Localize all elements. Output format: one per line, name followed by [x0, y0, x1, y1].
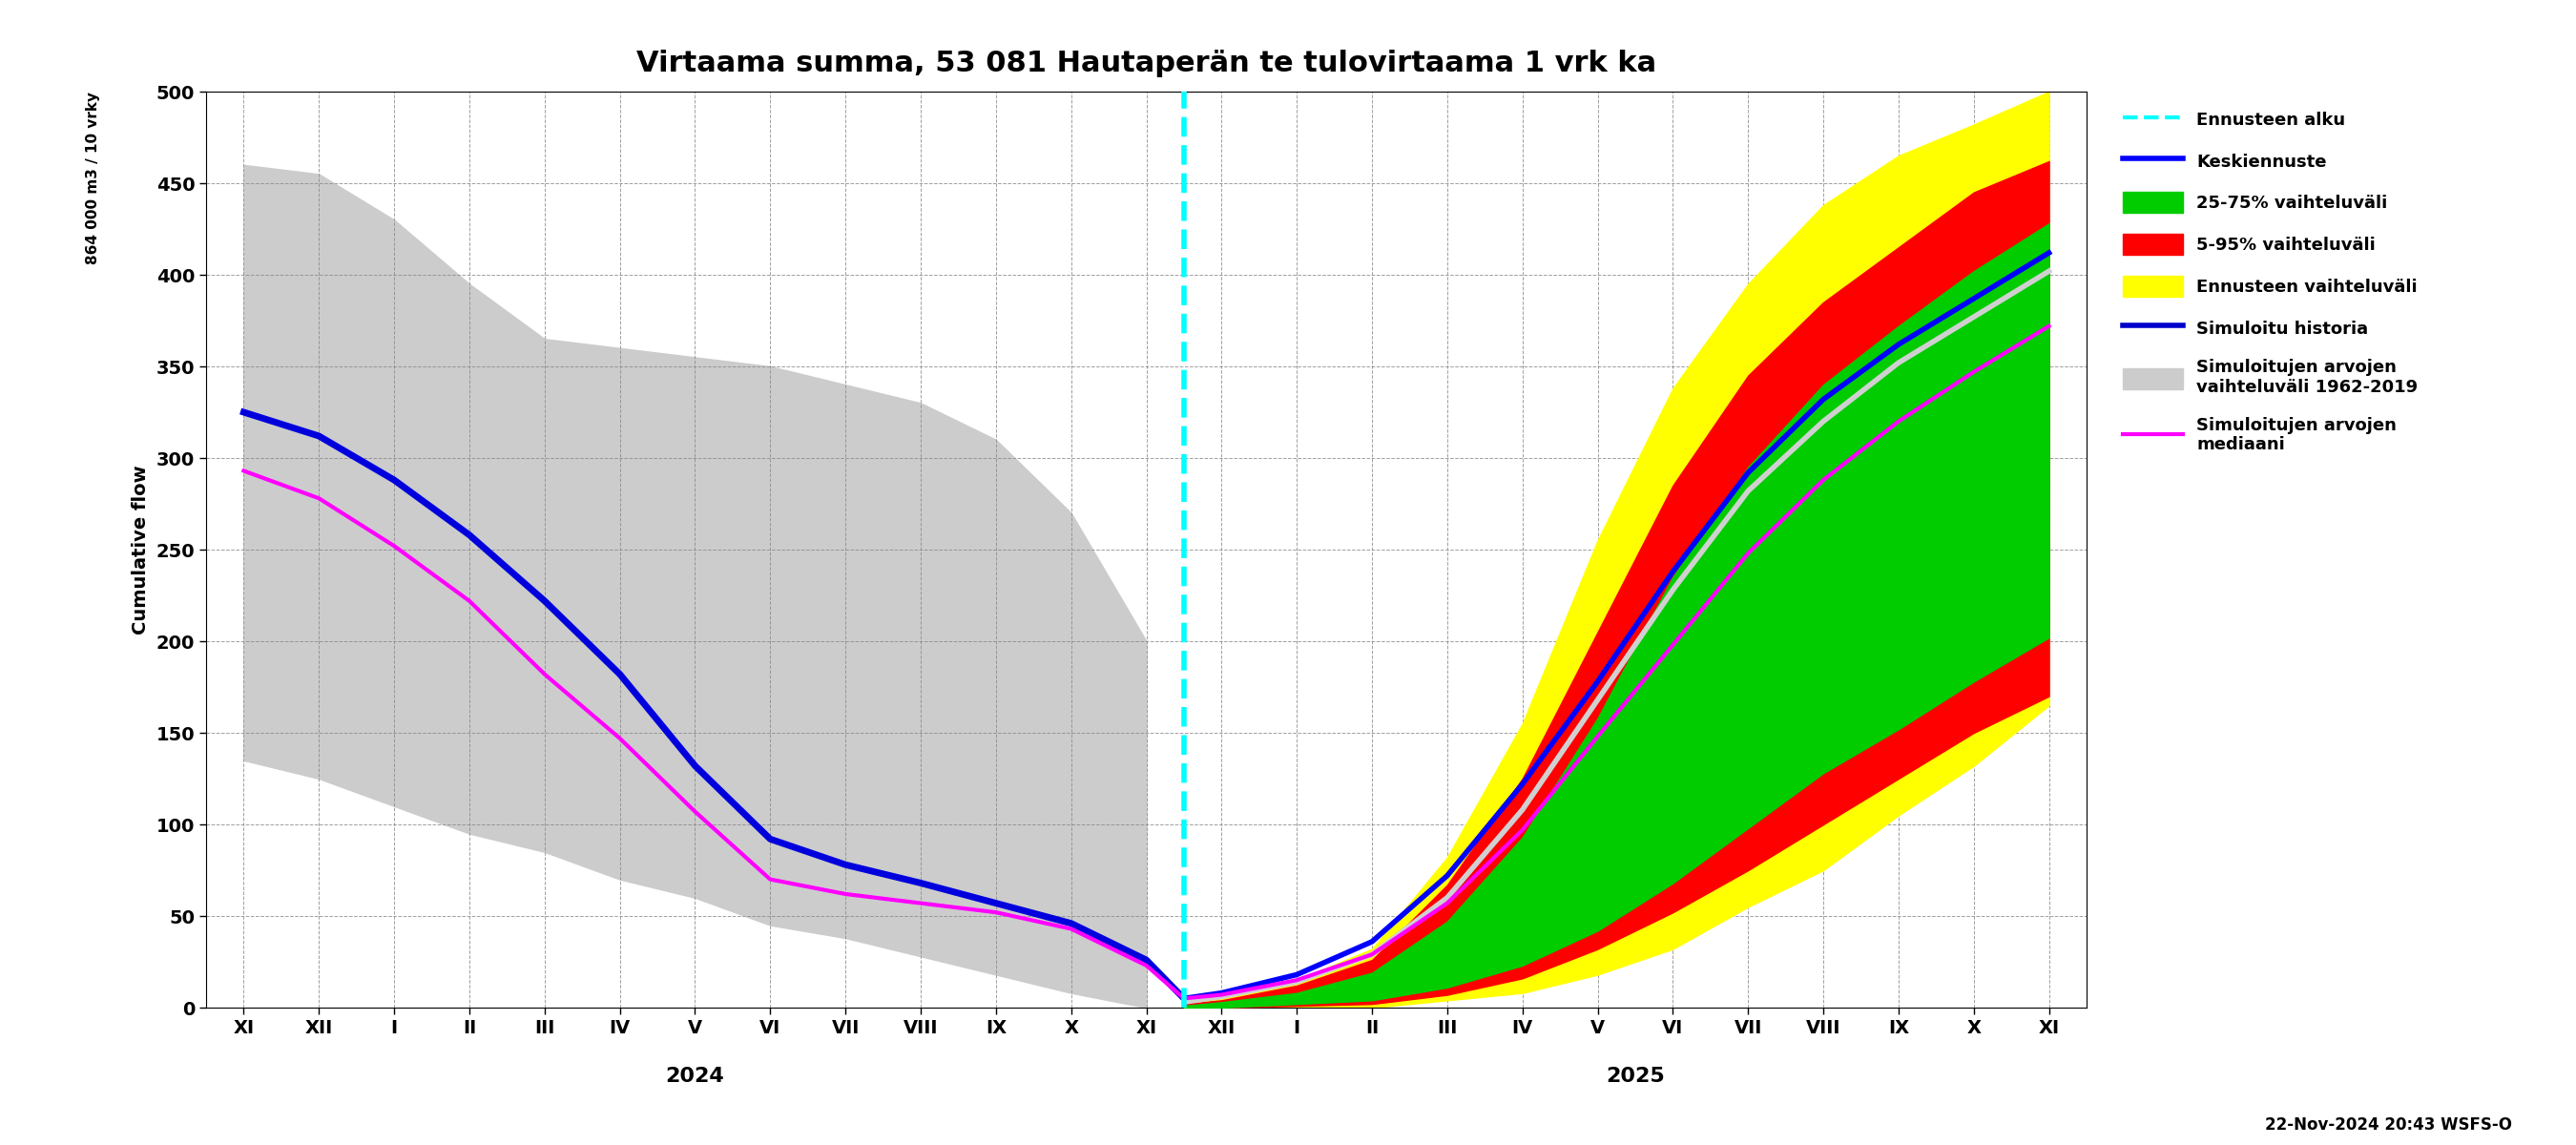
Y-axis label: Cumulative flow: Cumulative flow — [131, 465, 149, 634]
Title: Virtaama summa, 53 081 Hautaperän te tulovirtaama 1 vrk ka: Virtaama summa, 53 081 Hautaperän te tul… — [636, 49, 1656, 78]
Legend: Ennusteen alku, Keskiennuste, 25-75% vaihteluväli, 5-95% vaihteluväli, Ennusteen: Ennusteen alku, Keskiennuste, 25-75% vai… — [2115, 101, 2427, 463]
Text: 2025: 2025 — [1605, 1067, 1664, 1087]
Text: 864 000 m3 / 10 vrky: 864 000 m3 / 10 vrky — [85, 92, 100, 264]
Text: 2024: 2024 — [665, 1067, 724, 1087]
Text: 22-Nov-2024 20:43 WSFS-O: 22-Nov-2024 20:43 WSFS-O — [2264, 1116, 2512, 1134]
